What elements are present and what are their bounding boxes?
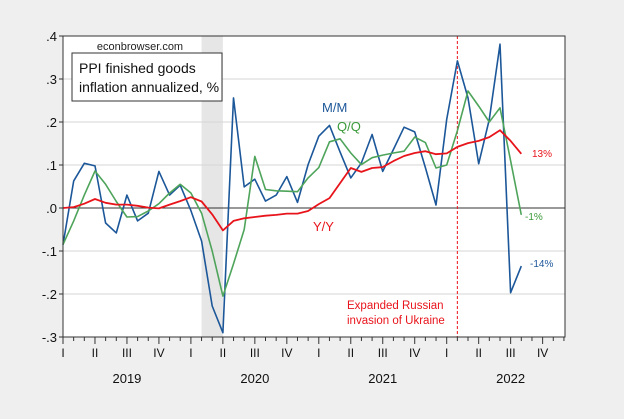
y-tick-label: .0	[46, 201, 57, 216]
end-label-mm: -14%	[530, 259, 553, 270]
x-quarter-label: I	[189, 346, 192, 360]
x-quarter-label: II	[220, 346, 227, 360]
x-quarter-label: II	[92, 346, 99, 360]
y-tick-label: -.3	[42, 330, 57, 345]
event-label-line-1: Expanded Russian	[347, 300, 444, 312]
title-box	[71, 52, 223, 102]
chart-title-line-2: inflation annualized, %	[79, 79, 219, 95]
y-tick-label: .2	[46, 115, 57, 130]
x-quarter-label: III	[378, 346, 388, 360]
x-quarter-label: I	[317, 346, 320, 360]
x-quarter-label: I	[445, 346, 448, 360]
x-quarter-label: III	[250, 346, 260, 360]
legend-label-mm: M/M	[322, 100, 347, 115]
end-label-yy: 13%	[532, 149, 552, 160]
y-tick-label: .1	[46, 158, 57, 173]
x-quarter-label: IV	[409, 346, 420, 360]
y-tick-label: -.1	[42, 244, 57, 259]
chart-title-line-1: PPI finished goods	[79, 60, 196, 76]
x-quarter-label: I	[61, 346, 64, 360]
event-label-line-2: invasion of Ukraine	[347, 315, 445, 327]
x-quarter-label: IV	[537, 346, 548, 360]
x-quarter-label: III	[506, 346, 516, 360]
series-line-mm	[62, 43, 523, 334]
x-quarter-label: II	[347, 346, 354, 360]
y-tick-label: -.2	[42, 287, 57, 302]
x-year-label: 2020	[240, 371, 269, 386]
y-tick-label: .4	[46, 29, 57, 44]
x-quarter-label: IV	[153, 346, 164, 360]
x-quarter-label: II	[475, 346, 482, 360]
recession-shading	[201, 36, 223, 337]
legend-label-yy: Y/Y	[313, 219, 334, 234]
y-tick-label: .3	[46, 72, 57, 87]
x-year-label: 2022	[496, 371, 525, 386]
x-year-label: 2019	[112, 371, 141, 386]
watermark: econbrowser.com	[97, 41, 183, 53]
series-line-qq	[62, 90, 523, 297]
plot-frame	[62, 35, 566, 338]
legend-label-qq: Q/Q	[337, 119, 361, 134]
x-year-label: 2021	[368, 371, 397, 386]
series-line-yy	[62, 129, 522, 232]
x-quarter-label: IV	[281, 346, 292, 360]
end-label-qq: -1%	[525, 212, 543, 223]
x-quarter-label: III	[122, 346, 132, 360]
